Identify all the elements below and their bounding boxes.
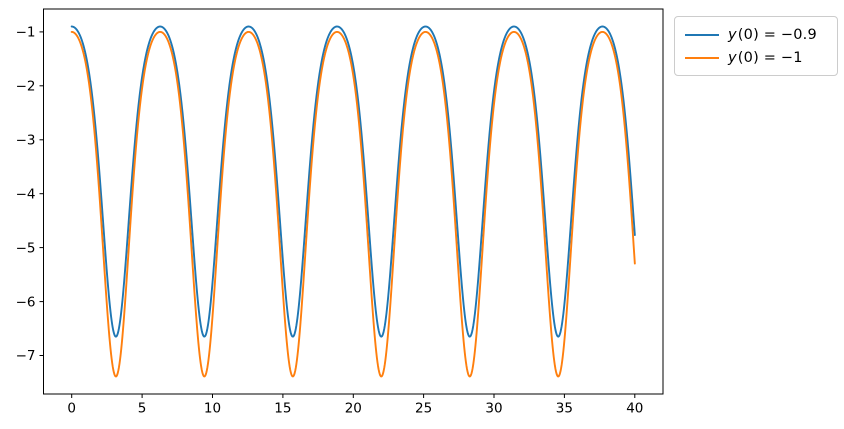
axes-spines xyxy=(43,8,664,395)
legend: y(0) = −0.9 y(0) = −1 xyxy=(674,16,838,76)
x-tick-label: 30 xyxy=(485,401,502,417)
legend-rest: (0) = −1 xyxy=(737,49,803,66)
legend-entry-blue: y(0) = −0.9 xyxy=(685,24,827,45)
legend-line-sample-blue xyxy=(685,33,719,36)
y-tick-label: −6 xyxy=(16,294,36,310)
legend-var: y xyxy=(728,49,737,66)
y-tick-label: −2 xyxy=(16,79,36,95)
legend-label: y(0) = −0.9 xyxy=(728,27,817,43)
x-tick-label: 25 xyxy=(415,401,432,417)
legend-rest: (0) = −0.9 xyxy=(737,26,817,43)
legend-line-sample-orange xyxy=(685,56,719,59)
y-tick-label: −4 xyxy=(16,186,36,202)
x-tick-label: 15 xyxy=(274,401,291,417)
x-tick-label: 35 xyxy=(556,401,573,417)
x-tick-label: 20 xyxy=(345,401,362,417)
y-tick-label: −3 xyxy=(16,133,36,149)
x-tick-label: 0 xyxy=(67,401,76,417)
legend-entry-orange: y(0) = −1 xyxy=(685,47,827,68)
legend-label: y(0) = −1 xyxy=(728,50,803,66)
x-tick-label: 5 xyxy=(138,401,147,417)
x-tick-label: 40 xyxy=(626,401,643,417)
y-tick-label: −1 xyxy=(16,25,36,41)
series-line-1 xyxy=(70,30,636,378)
x-tick-label: 10 xyxy=(204,401,221,417)
y-tick-label: −7 xyxy=(16,348,36,364)
legend-var: y xyxy=(728,26,737,43)
series-line-0 xyxy=(70,25,636,338)
y-tick-label: −5 xyxy=(16,240,36,256)
